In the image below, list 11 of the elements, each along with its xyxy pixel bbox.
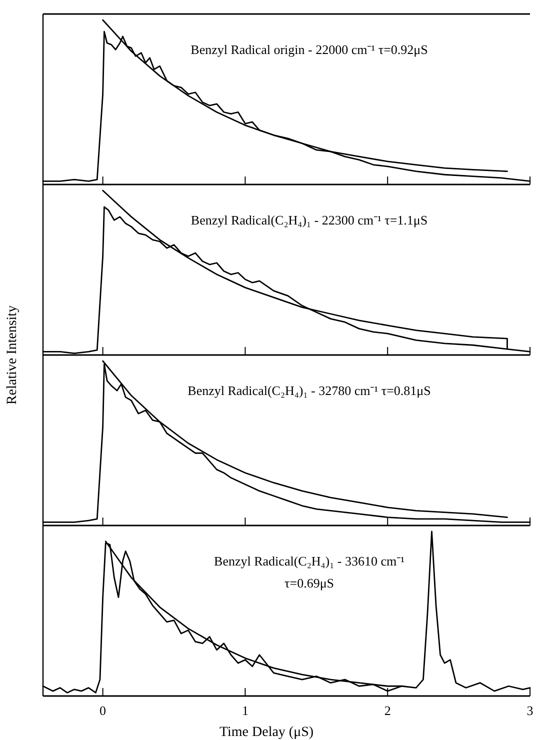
- annotation: Benzyl Radical(C₂H₄)₁ - 32780 cm⁻¹ τ=0.81μS: [188, 383, 431, 398]
- x-tick-label: 2: [384, 703, 391, 718]
- x-tick-label: 1: [242, 703, 248, 718]
- x-tick-label: 0: [100, 703, 106, 718]
- x-axis-title: Time Delay (μS): [219, 725, 314, 740]
- x-tick-label: 3: [526, 703, 534, 718]
- annotation: Benzyl Radical(C₂H₄)₁ - 22300 cm⁻¹ τ=1.1μS: [190, 212, 428, 228]
- annotation: Benzyl Radical origin - 22000 cm⁻¹ τ=0.92μS: [190, 42, 428, 57]
- annotation: Benzyl Radical(C₂H₄)₁ - 33610 cm⁻¹: [214, 554, 405, 568]
- annotation: τ=0.69μS: [284, 576, 334, 590]
- y-axis-title: Relative Intensity: [5, 305, 20, 405]
